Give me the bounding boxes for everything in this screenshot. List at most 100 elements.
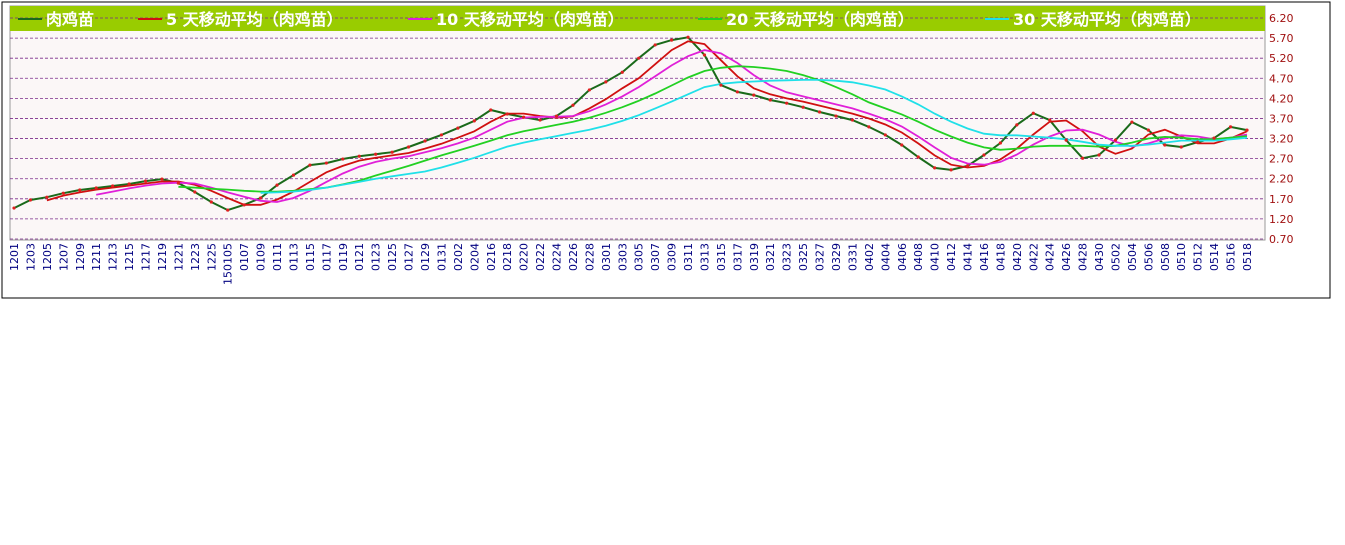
- point: [1064, 138, 1068, 142]
- x-tick-label: 0408: [912, 243, 925, 271]
- point: [1179, 145, 1183, 149]
- point: [998, 141, 1003, 145]
- x-tick-label: 0113: [287, 243, 300, 271]
- point: [209, 200, 213, 204]
- point: [686, 35, 690, 39]
- y-tick-label: 3.20: [1269, 133, 1294, 146]
- x-tick-label: 0307: [649, 243, 662, 271]
- y-tick-label: 1.70: [1269, 193, 1294, 206]
- x-tick-label: 1209: [74, 243, 87, 271]
- y-tick-label: 2.70: [1269, 153, 1294, 166]
- x-tick-label: 0410: [929, 243, 942, 271]
- series-line: [13, 36, 1248, 212]
- point: [670, 38, 674, 42]
- x-tick-label: 0414: [962, 243, 975, 271]
- x-tick-label: 0508: [1159, 243, 1172, 271]
- x-tick-label: 0325: [797, 243, 810, 271]
- x-tick-label: 0228: [583, 243, 596, 271]
- point: [291, 173, 296, 177]
- x-tick-label: 0202: [452, 243, 465, 271]
- point: [226, 208, 230, 212]
- point: [193, 190, 197, 194]
- point: [587, 88, 592, 92]
- point: [1146, 128, 1150, 132]
- point: [785, 101, 789, 105]
- x-tick-label: 0323: [781, 243, 794, 271]
- x-tick-label: 0222: [534, 243, 547, 271]
- point: [1097, 153, 1101, 157]
- x-tick-label: 0412: [945, 243, 958, 271]
- point: [834, 114, 838, 118]
- x-tick-label: 0510: [1175, 243, 1188, 271]
- point: [916, 155, 920, 159]
- point: [768, 98, 772, 102]
- point: [571, 103, 575, 107]
- point: [12, 206, 16, 210]
- x-tick-label: 0424: [1044, 243, 1057, 271]
- point: [538, 118, 542, 122]
- point: [982, 153, 986, 157]
- x-tick-label: 0107: [238, 243, 251, 271]
- point: [127, 182, 131, 186]
- x-tick-label: 0220: [518, 243, 531, 271]
- x-tick-label: 0416: [978, 243, 991, 271]
- point: [900, 143, 904, 147]
- point: [111, 184, 115, 188]
- x-tick-label: 0406: [896, 243, 909, 271]
- point: [1196, 140, 1200, 144]
- x-tick-label: 0111: [271, 243, 284, 271]
- point: [620, 70, 624, 74]
- x-tick-label: 0331: [846, 243, 859, 271]
- point: [390, 150, 394, 154]
- x-tick-label: 0224: [551, 243, 564, 271]
- point: [374, 152, 378, 156]
- legend-label: 20 天移动平均（肉鸡苗）: [726, 10, 914, 29]
- x-tick-label: 0514: [1208, 243, 1221, 271]
- x-tick-label: 0422: [1027, 243, 1040, 271]
- x-tick-label: 1223: [189, 243, 202, 271]
- x-tick-label: 1217: [140, 243, 153, 271]
- point: [933, 166, 937, 170]
- point: [242, 203, 246, 207]
- point: [308, 163, 312, 167]
- x-tick-label: 1201: [8, 243, 21, 271]
- x-tick-label: 0329: [830, 243, 843, 271]
- point: [867, 125, 871, 129]
- x-tick-label: 1225: [205, 243, 218, 271]
- point: [406, 145, 411, 149]
- point: [78, 188, 82, 192]
- x-tick-label: 1213: [107, 243, 120, 271]
- x-tick-label: 1221: [172, 243, 185, 271]
- point: [28, 198, 33, 202]
- point: [1228, 125, 1233, 129]
- point: [883, 133, 887, 137]
- y-tick-label: 6.20: [1269, 12, 1294, 25]
- x-tick-label: 0404: [879, 243, 892, 271]
- point: [965, 164, 970, 168]
- point: [505, 112, 509, 116]
- x-tick-label: 150105: [222, 243, 235, 285]
- x-tick-label: 0506: [1142, 243, 1155, 271]
- point: [949, 168, 953, 172]
- x-tick-label: 0226: [567, 243, 580, 271]
- x-tick-label: 1219: [156, 243, 169, 271]
- legend-label: 30 天移动平均（肉鸡苗）: [1013, 10, 1201, 29]
- point: [472, 119, 476, 123]
- x-tick-label: 0115: [304, 243, 317, 271]
- point: [45, 195, 49, 199]
- x-tick-label: 1203: [24, 243, 37, 271]
- x-tick-label: 0430: [1093, 243, 1106, 271]
- x-tick-label: 0301: [600, 243, 613, 271]
- y-tick-label: 0.70: [1269, 233, 1294, 246]
- point: [719, 83, 723, 87]
- point: [357, 154, 361, 158]
- y-tick-label: 5.20: [1269, 52, 1294, 65]
- x-tick-label: 1207: [57, 243, 70, 271]
- x-tick-label: 0204: [468, 243, 481, 271]
- series-line: [46, 40, 1248, 206]
- point: [637, 56, 641, 60]
- x-tick-label: 0502: [1109, 243, 1122, 271]
- point: [735, 90, 739, 94]
